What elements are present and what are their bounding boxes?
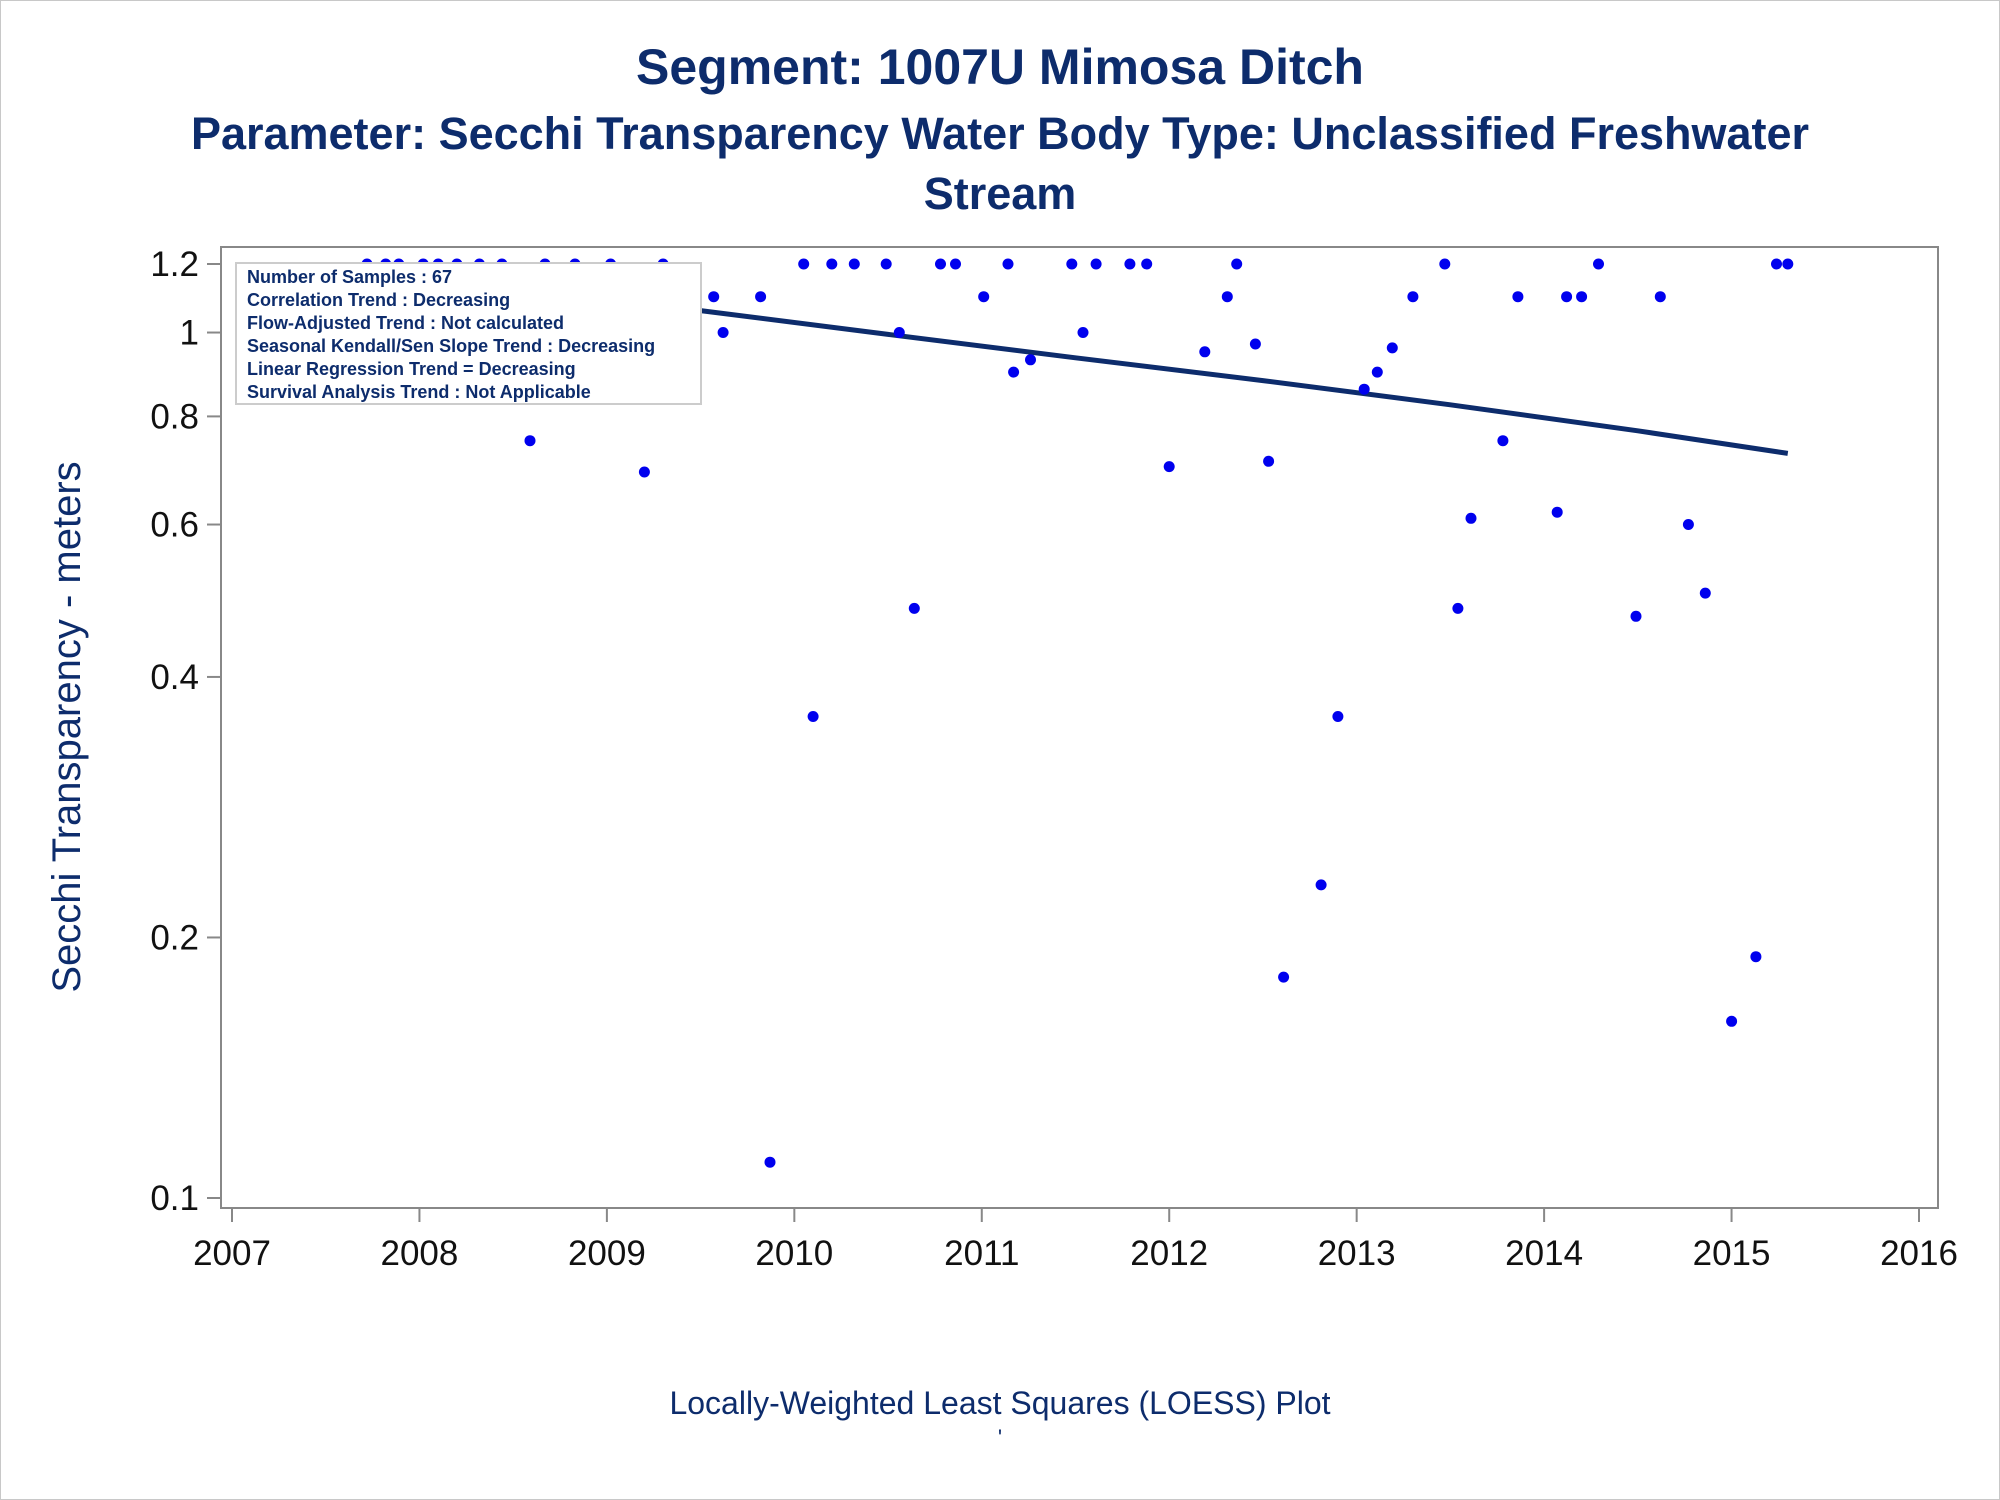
data-point-55 bbox=[1551, 506, 1563, 518]
data-point-42 bbox=[1263, 455, 1275, 467]
data-point-37 bbox=[1163, 461, 1175, 473]
data-point-39 bbox=[1221, 291, 1233, 303]
data-point-52 bbox=[1465, 512, 1477, 524]
data-points bbox=[361, 258, 1794, 1168]
x-tick-label: 2014 bbox=[1505, 1234, 1583, 1273]
footnote-mark: ' bbox=[997, 1425, 1003, 1450]
data-point-16 bbox=[717, 327, 729, 338]
data-point-64 bbox=[1750, 951, 1762, 963]
data-point-51 bbox=[1452, 602, 1464, 614]
x-tick-label: 2013 bbox=[1318, 1234, 1396, 1273]
data-point-43 bbox=[1278, 971, 1290, 983]
data-point-32 bbox=[1066, 258, 1078, 270]
x-tick-label: 2015 bbox=[1693, 1234, 1771, 1273]
data-point-57 bbox=[1576, 291, 1588, 303]
plot-area bbox=[220, 246, 1939, 1209]
data-point-40 bbox=[1231, 258, 1243, 270]
data-point-53 bbox=[1497, 435, 1509, 447]
data-point-48 bbox=[1386, 342, 1398, 354]
data-point-25 bbox=[908, 602, 920, 614]
y-tick-label: 1 bbox=[180, 314, 199, 353]
data-point-24 bbox=[893, 327, 905, 338]
stats-legend: Number of Samples : 67 Correlation Trend … bbox=[235, 262, 702, 405]
data-point-8 bbox=[524, 435, 536, 447]
x-tick-label: 2011 bbox=[944, 1234, 1019, 1273]
data-point-59 bbox=[1630, 610, 1642, 622]
y-tick-label: 1.2 bbox=[150, 245, 199, 284]
x-tick-label: 2008 bbox=[381, 1234, 459, 1273]
y-tick-label: 0.8 bbox=[150, 397, 199, 436]
data-point-20 bbox=[807, 711, 819, 722]
data-point-36 bbox=[1141, 258, 1153, 270]
data-point-17 bbox=[755, 291, 767, 303]
legend-entry: Correlation Trend : Decreasing bbox=[247, 290, 510, 310]
x-axis: 2007 2008 2009 2010 2011 2012 2013 2014 2015 2016 bbox=[193, 1208, 1958, 1273]
legend-entry: Linear Regression Trend = Decreasing bbox=[247, 359, 576, 379]
data-point-45 bbox=[1332, 711, 1344, 722]
data-point-28 bbox=[978, 291, 990, 303]
x-tick-label: 2009 bbox=[568, 1234, 646, 1273]
data-point-21 bbox=[826, 258, 838, 270]
legend-entry: Flow-Adjusted Trend : Not calculated bbox=[247, 313, 564, 333]
y-axis-label: Secchi Transparency - meters bbox=[45, 461, 89, 992]
data-point-46 bbox=[1358, 383, 1370, 395]
data-point-66 bbox=[1782, 258, 1794, 270]
footnote: Locally-Weighted Least Squares (LOESS) P… bbox=[669, 1385, 1331, 1421]
data-point-49 bbox=[1407, 291, 1419, 303]
legend-box bbox=[235, 262, 702, 405]
y-tick-label: 0.1 bbox=[150, 1179, 199, 1218]
data-point-60 bbox=[1654, 291, 1666, 303]
data-point-47 bbox=[1371, 366, 1383, 378]
data-point-23 bbox=[880, 258, 892, 270]
data-point-56 bbox=[1561, 291, 1573, 303]
data-point-22 bbox=[848, 258, 860, 270]
y-tick-label: 0.2 bbox=[150, 918, 199, 957]
legend-entry: Seasonal Kendall/Sen Slope Trend : Decre… bbox=[247, 336, 655, 356]
x-tick-label: 2010 bbox=[755, 1234, 833, 1273]
data-point-15 bbox=[708, 291, 720, 303]
data-point-33 bbox=[1077, 327, 1089, 338]
data-point-35 bbox=[1124, 258, 1136, 270]
x-tick-label: 2012 bbox=[1130, 1234, 1208, 1273]
data-point-65 bbox=[1771, 258, 1782, 270]
data-point-38 bbox=[1199, 346, 1211, 358]
data-point-41 bbox=[1249, 338, 1261, 350]
data-point-12 bbox=[638, 466, 650, 478]
chart-subtitle: Parameter: Secchi Transparency Water Bod… bbox=[190, 108, 1810, 159]
data-point-34 bbox=[1090, 258, 1102, 270]
data-point-18 bbox=[764, 1156, 776, 1168]
y-axis: 0.1 0.2 0.4 0.6 0.8 1 1.2 bbox=[150, 245, 221, 1218]
x-tick-label: 2016 bbox=[1880, 1234, 1958, 1273]
data-point-50 bbox=[1439, 258, 1451, 270]
data-point-62 bbox=[1699, 587, 1711, 599]
data-point-44 bbox=[1315, 879, 1327, 891]
y-tick-label: 0.6 bbox=[150, 506, 199, 545]
data-point-54 bbox=[1512, 291, 1524, 303]
data-point-31 bbox=[1025, 354, 1036, 366]
chart-title: Segment: 1007U Mimosa Ditch bbox=[636, 39, 1364, 95]
data-point-63 bbox=[1726, 1015, 1738, 1027]
data-point-26 bbox=[935, 258, 946, 270]
chart-subtitle-continued: Stream bbox=[923, 168, 1077, 219]
data-point-30 bbox=[1008, 366, 1020, 378]
data-point-58 bbox=[1593, 258, 1604, 270]
legend-entry: Survival Analysis Trend : Not Applicable bbox=[247, 382, 591, 402]
data-point-27 bbox=[950, 258, 961, 270]
data-point-19 bbox=[798, 258, 810, 270]
y-tick-label: 0.4 bbox=[150, 658, 199, 697]
data-point-29 bbox=[1002, 258, 1014, 270]
x-tick-label: 2007 bbox=[193, 1234, 271, 1273]
legend-entry: Number of Samples : 67 bbox=[247, 267, 452, 287]
data-point-61 bbox=[1682, 519, 1694, 530]
